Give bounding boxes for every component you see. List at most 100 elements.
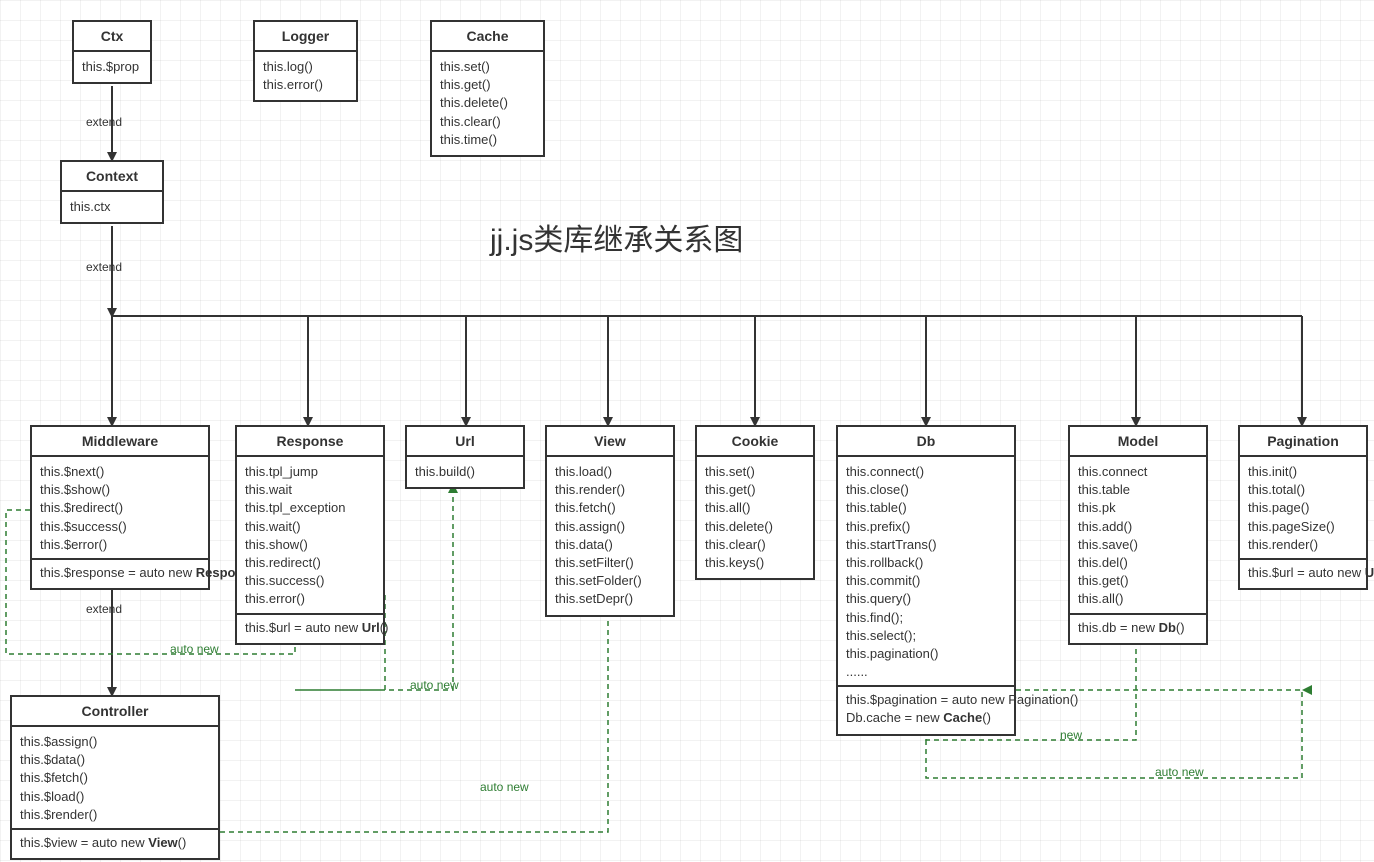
node-response-line: this.show() [245,536,375,554]
node-logger: Loggerthis.log()this.error() [253,20,358,102]
node-pagination-line: this.total() [1248,481,1358,499]
node-ctx-line: this.$prop [82,58,142,76]
node-db-line: this.select(); [846,627,1006,645]
node-cookie: Cookiethis.set()this.get()this.all()this… [695,425,815,580]
node-cache-line: this.set() [440,58,535,76]
node-pagination-line: this.init() [1248,463,1358,481]
node-view-line: this.assign() [555,518,665,536]
node-response-line: this.success() [245,572,375,590]
node-pagination-line: this.render() [1248,536,1358,554]
edge-label: auto new [170,642,219,656]
node-middleware-line: this.$response = auto new Response() [40,564,200,582]
node-ctx-title: Ctx [74,22,150,52]
node-ctx-body: this.$prop [74,52,150,82]
node-middleware: Middlewarethis.$next()this.$show()this.$… [30,425,210,590]
node-db-line: this.table() [846,499,1006,517]
node-view-line: this.data() [555,536,665,554]
edge-label: auto new [410,678,459,692]
node-db-line: this.commit() [846,572,1006,590]
node-cache-line: this.get() [440,76,535,94]
node-response-line: this.error() [245,590,375,608]
node-controller-title: Controller [12,697,218,727]
node-cookie-line: this.delete() [705,518,805,536]
node-url-body: this.build() [407,457,523,487]
node-context: Context this.ctx [60,160,164,224]
edge-label: extend [86,260,122,274]
node-logger-body: this.log()this.error() [255,52,356,100]
node-view-line: this.render() [555,481,665,499]
node-pagination-body: this.init()this.total()this.page()this.p… [1240,457,1366,588]
node-cookie-line: this.all() [705,499,805,517]
node-view-line: this.load() [555,463,665,481]
node-controller-line: this.$load() [20,788,210,806]
node-cache: Cachethis.set()this.get()this.delete()th… [430,20,545,157]
node-model-body: this.connectthis.tablethis.pkthis.add()t… [1070,457,1206,643]
node-response-line: this.wait() [245,518,375,536]
node-controller-body: this.$assign()this.$data()this.$fetch()t… [12,727,218,858]
edge-label: extend [86,602,122,616]
node-db-line: this.close() [846,481,1006,499]
node-view-line: this.setFilter() [555,554,665,572]
node-cookie-line: this.keys() [705,554,805,572]
node-db-line: Db.cache = new Cache() [846,709,1006,727]
node-middleware-line: this.$success() [40,518,200,536]
edge-label: new [1060,728,1082,742]
node-middleware-line: this.$error() [40,536,200,554]
node-cookie-line: this.set() [705,463,805,481]
node-model-line: this.pk [1078,499,1198,517]
node-cache-line: this.time() [440,131,535,149]
node-ctx: Ctx this.$prop [72,20,152,84]
node-db-line: this.$pagination = auto new Pagination() [846,691,1006,709]
node-context-line: this.ctx [70,198,154,216]
node-middleware-line: this.$show() [40,481,200,499]
node-url: Urlthis.build() [405,425,525,489]
node-cache-title: Cache [432,22,543,52]
node-db-line: this.query() [846,590,1006,608]
node-logger-line: this.log() [263,58,348,76]
diagram-title: jj.js类库继承关系图 [490,215,743,259]
node-model-line: this.all() [1078,590,1198,608]
node-db-line: this.startTrans() [846,536,1006,554]
node-context-title: Context [62,162,162,192]
node-model-title: Model [1070,427,1206,457]
node-controller-line: this.$data() [20,751,210,769]
node-db-line: this.connect() [846,463,1006,481]
node-model-line: this.save() [1078,536,1198,554]
node-logger-title: Logger [255,22,356,52]
node-view-body: this.load()this.render()this.fetch()this… [547,457,673,615]
node-view-line: this.fetch() [555,499,665,517]
node-context-body: this.ctx [62,192,162,222]
node-cookie-title: Cookie [697,427,813,457]
node-view: Viewthis.load()this.render()this.fetch()… [545,425,675,617]
node-middleware-title: Middleware [32,427,208,457]
node-middleware-line: this.$redirect() [40,499,200,517]
node-response-body: this.tpl_jumpthis.waitthis.tpl_exception… [237,457,383,643]
node-controller-line: this.$assign() [20,733,210,751]
node-controller-line: this.$fetch() [20,769,210,787]
node-middleware-body: this.$next()this.$show()this.$redirect()… [32,457,208,588]
node-cookie-line: this.clear() [705,536,805,554]
node-pagination-line: this.$url = auto new Url() [1248,564,1358,582]
node-cookie-line: this.get() [705,481,805,499]
node-view-line: this.setFolder() [555,572,665,590]
node-model-line: this.db = new Db() [1078,619,1198,637]
node-view-line: this.setDepr() [555,590,665,608]
node-db-line: this.pagination() [846,645,1006,663]
node-db-line: this.find(); [846,609,1006,627]
node-cache-line: this.clear() [440,113,535,131]
node-model-line: this.connect [1078,463,1198,481]
node-db-title: Db [838,427,1014,457]
node-pagination-line: this.page() [1248,499,1358,517]
node-controller-line: this.$view = auto new View() [20,834,210,852]
node-model-line: this.add() [1078,518,1198,536]
node-model-line: this.get() [1078,572,1198,590]
node-model: Modelthis.connectthis.tablethis.pkthis.a… [1068,425,1208,645]
node-view-title: View [547,427,673,457]
node-response-line: this.tpl_jump [245,463,375,481]
node-pagination-line: this.pageSize() [1248,518,1358,536]
node-response-title: Response [237,427,383,457]
node-response-line: this.wait [245,481,375,499]
node-db-line: this.rollback() [846,554,1006,572]
node-response: Responsethis.tpl_jumpthis.waitthis.tpl_e… [235,425,385,645]
node-db-line: this.prefix() [846,518,1006,536]
